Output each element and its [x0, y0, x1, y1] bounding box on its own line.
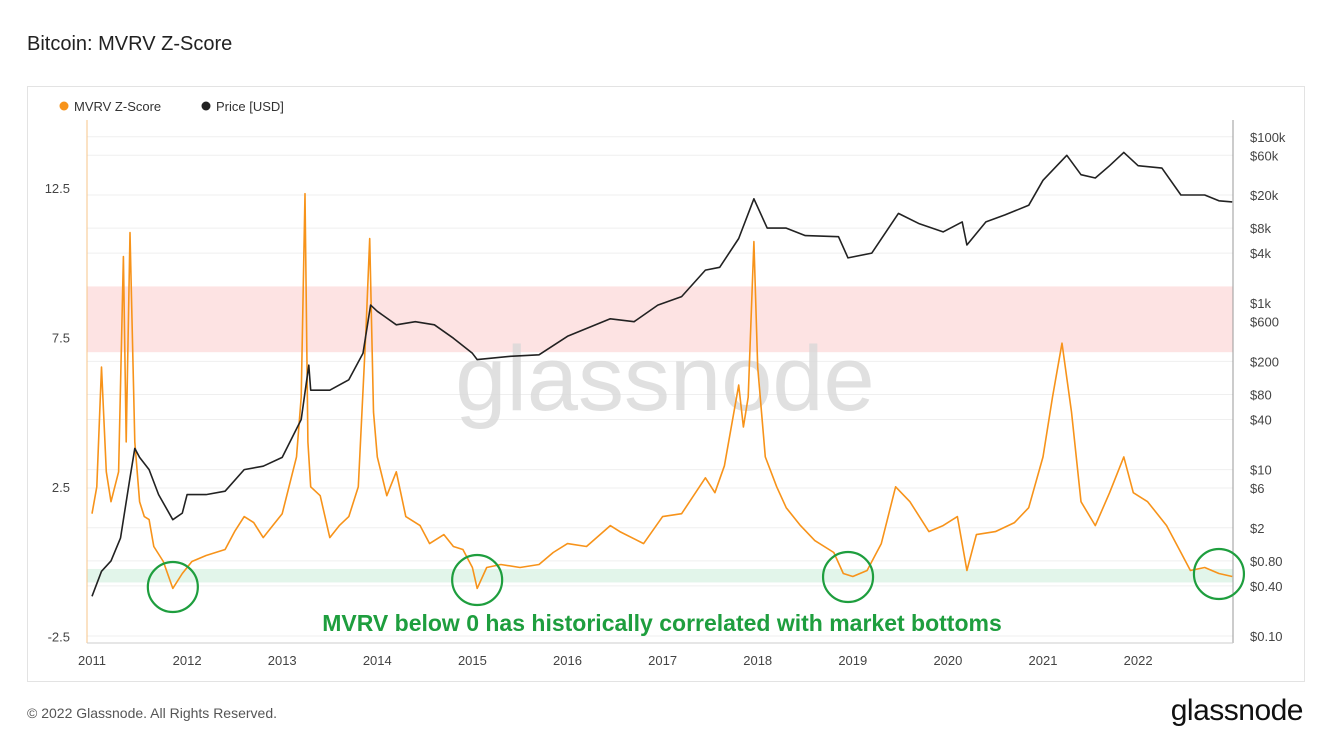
legend-label: MVRV Z-Score: [74, 99, 161, 114]
y-right-tick-label: $1k: [1250, 296, 1271, 311]
price-line: [91, 151, 1233, 597]
y-right-tick-label: $200: [1250, 354, 1279, 369]
bottom-highlight-circle: [451, 553, 504, 607]
y-right-tick-label: $60k: [1250, 148, 1279, 163]
copyright: © 2022 Glassnode. All Rights Reserved.: [27, 705, 278, 721]
y-right-tick-label: $40: [1250, 413, 1272, 428]
legend-label: Price [USD]: [216, 99, 284, 114]
y-left-tick-label: 7.5: [52, 330, 70, 345]
bottom-highlight-circle: [1192, 547, 1246, 601]
y-right-tick-label: $10: [1250, 463, 1272, 478]
y-right-tick-label: $80: [1250, 387, 1272, 402]
chart-title: Bitcoin: MVRV Z-Score: [27, 33, 233, 55]
annotation-text: MVRV below 0 has historically correlated…: [322, 610, 1002, 636]
band-undervalued-zone: [87, 568, 1233, 583]
y-left-tick-label: -2.5: [48, 629, 70, 644]
mvrv-zscore-line: [91, 192, 1233, 590]
watermark: glassnode: [455, 328, 874, 430]
y-right-tick-label: $0.80: [1250, 554, 1283, 569]
y-right-tick-label: $0.40: [1250, 579, 1283, 594]
y-right-tick-label: $8k: [1250, 221, 1271, 236]
x-tick-label: 2019: [838, 653, 867, 668]
y-right-tick-label: $20k: [1250, 188, 1279, 203]
x-tick-label: 2016: [553, 653, 582, 668]
y-right-tick-label: $2: [1250, 521, 1264, 536]
y-left-tick-label: 12.5: [45, 181, 70, 196]
legend-marker: [201, 101, 211, 111]
x-tick-label: 2014: [363, 653, 392, 668]
x-tick-label: 2022: [1124, 653, 1153, 668]
bottom-highlight-circle: [821, 550, 875, 604]
x-tick-label: 2021: [1029, 653, 1058, 668]
legend-marker: [59, 101, 69, 111]
y-left-tick-label: 2.5: [52, 480, 70, 495]
bottom-highlight-circle: [146, 560, 199, 614]
y-right-tick-label: $100k: [1250, 130, 1286, 145]
x-tick-label: 2018: [743, 653, 772, 668]
chart-container: [27, 86, 1305, 682]
x-tick-label: 2017: [648, 653, 677, 668]
band-overvalued-zone: [87, 286, 1233, 353]
y-right-tick-label: $600: [1250, 315, 1279, 330]
x-tick-label: 2012: [173, 653, 202, 668]
x-tick-label: 2011: [78, 653, 106, 668]
y-right-tick-label: $6: [1250, 481, 1264, 496]
glassnode-logo: glassnode: [1170, 694, 1304, 727]
x-tick-label: 2020: [933, 653, 962, 668]
y-right-tick-label: $4k: [1250, 246, 1271, 261]
x-tick-label: 2013: [268, 653, 297, 668]
y-right-tick-label: $0.10: [1250, 629, 1283, 644]
x-tick-label: 2015: [458, 653, 487, 668]
